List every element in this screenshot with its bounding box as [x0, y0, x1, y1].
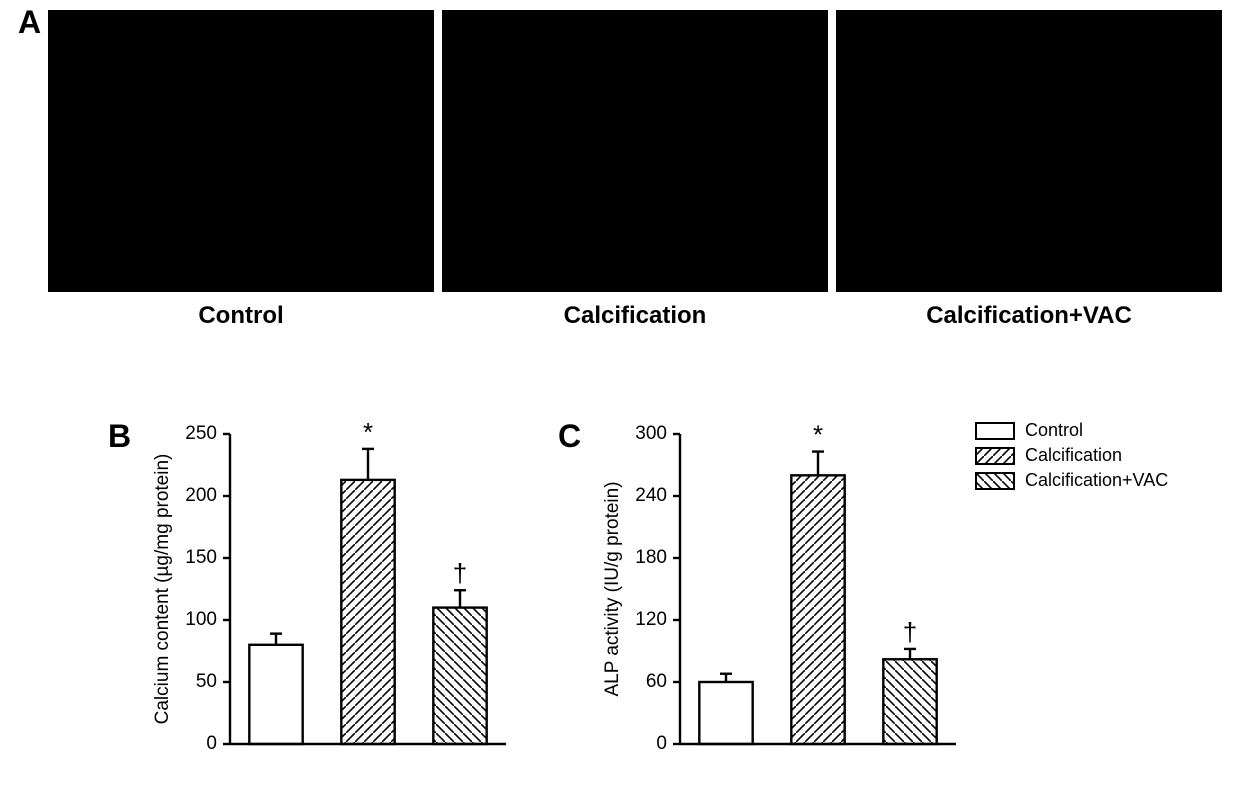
legend-label-2: Calcification+VAC: [1025, 470, 1168, 491]
panel-b-chart: 0 50 100 150 200 250 * † Calcium content (µg/mg …: [148, 418, 516, 764]
svg-text:†: †: [453, 558, 467, 588]
svg-text:250: 250: [185, 423, 217, 444]
panel-c-chart: 0 60 120 180 240 300 * † ALP activity (IU/g prot…: [598, 418, 966, 764]
panel-b-label: B: [108, 418, 131, 455]
legend: Control Calcification Calcification+VAC: [975, 420, 1168, 495]
legend-item-1: Calcification: [975, 445, 1168, 466]
svg-text:50: 50: [196, 671, 217, 692]
legend-item-2: Calcification+VAC: [975, 470, 1168, 491]
svg-text:100: 100: [185, 609, 217, 630]
panel-a-label: A: [18, 4, 41, 41]
panel-a-image-row: [48, 10, 1230, 292]
panel-a-image-control: [48, 10, 434, 292]
svg-text:180: 180: [635, 547, 667, 568]
svg-text:0: 0: [656, 733, 667, 754]
svg-text:ALP activity (IU/g protein): ALP activity (IU/g protein): [602, 481, 623, 696]
panel-c-label: C: [558, 418, 581, 455]
panel-a-caption-2: Calcification+VAC: [829, 302, 1229, 330]
svg-text:Calcium content (µg/mg protein: Calcium content (µg/mg protein): [152, 454, 173, 725]
legend-item-0: Control: [975, 420, 1168, 441]
legend-label-0: Control: [1025, 420, 1083, 441]
svg-text:200: 200: [185, 485, 217, 506]
svg-text:240: 240: [635, 485, 667, 506]
svg-text:120: 120: [635, 609, 667, 630]
svg-text:*: *: [363, 417, 373, 447]
figure-root: A Control Calcification Calcification+VA…: [0, 0, 1240, 787]
svg-text:300: 300: [635, 423, 667, 444]
panel-a-caption-1: Calcification: [435, 302, 835, 330]
svg-text:†: †: [903, 617, 917, 647]
legend-label-1: Calcification: [1025, 445, 1122, 466]
svg-text:60: 60: [646, 671, 667, 692]
panel-a-image-calcification-vac: [836, 10, 1222, 292]
svg-text:*: *: [813, 420, 823, 450]
panel-a-image-calcification: [442, 10, 828, 292]
svg-text:0: 0: [206, 733, 217, 754]
panel-a-caption-0: Control: [41, 302, 441, 330]
svg-text:150: 150: [185, 547, 217, 568]
